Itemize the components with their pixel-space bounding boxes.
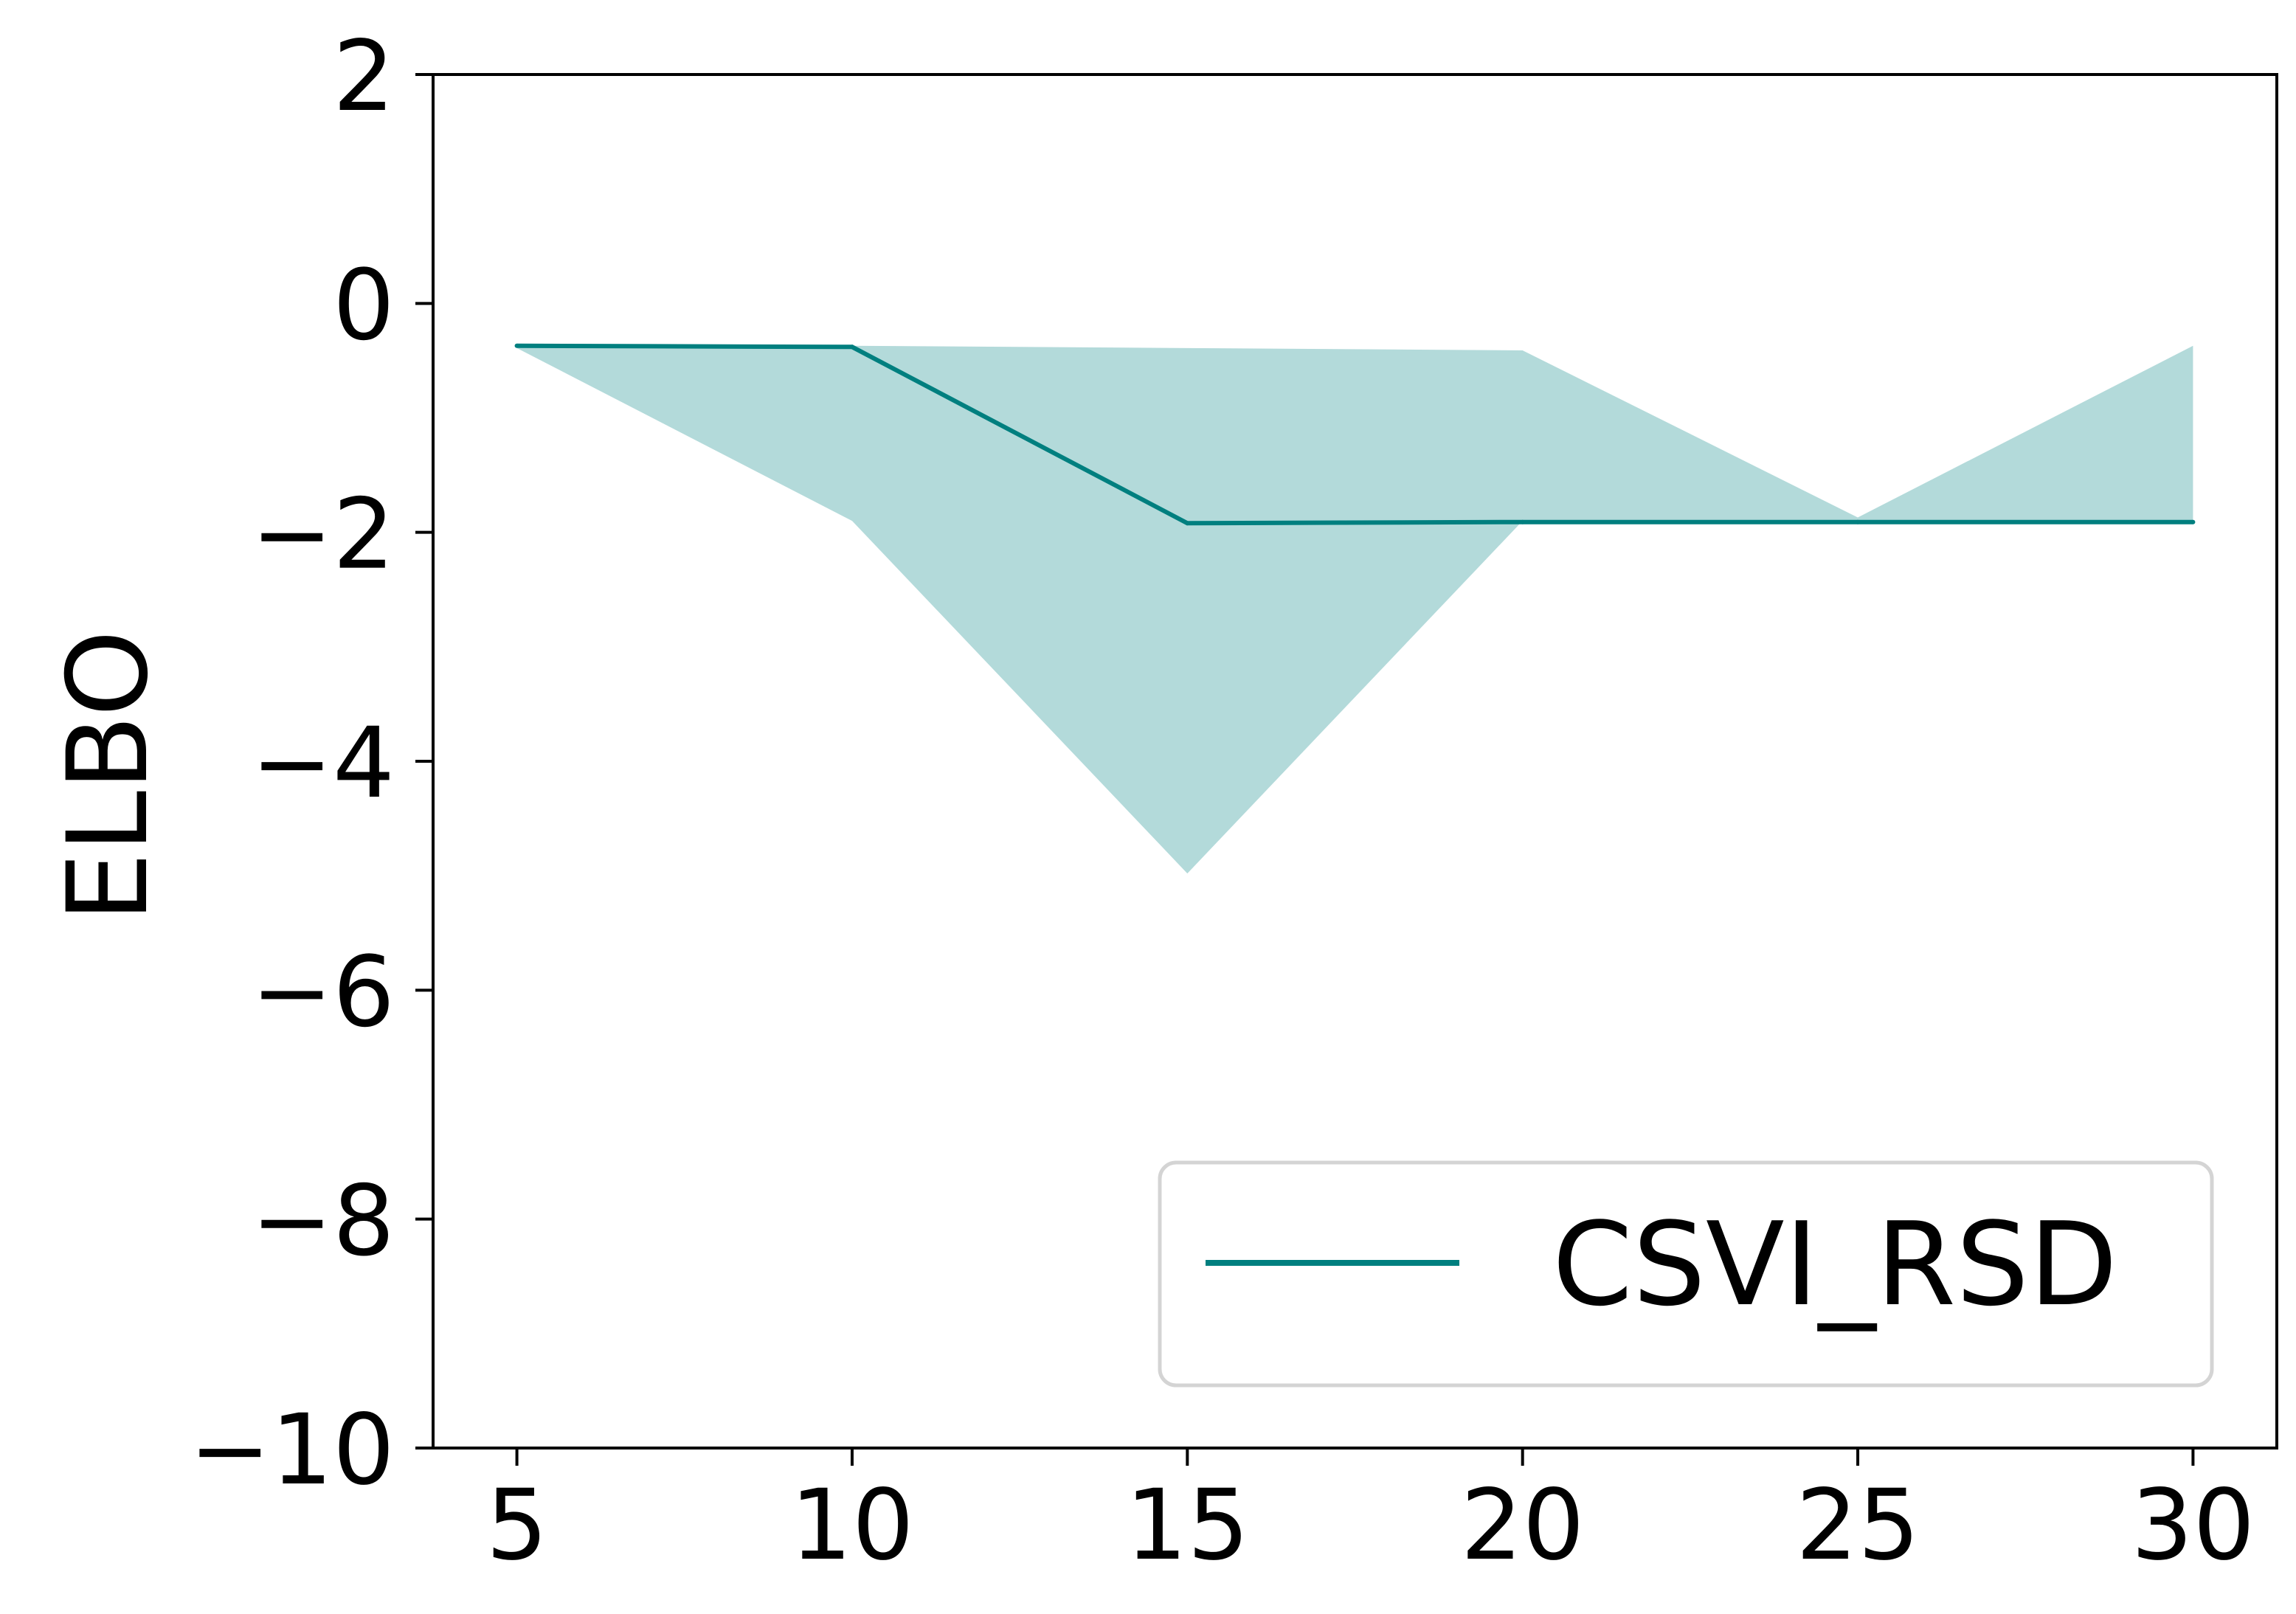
data-point (1185, 521, 1190, 526)
x-tick-label: 10 (790, 1469, 914, 1582)
y-tick-label: 2 (333, 20, 395, 134)
legend-label-csvi-rsd: CSVI_RSD (1552, 1197, 2117, 1331)
x-tick-label: 15 (1125, 1469, 1249, 1582)
y-tick-label: −2 (251, 478, 395, 592)
y-tick-label: 0 (333, 249, 395, 362)
y-axis-ticks: −10 −8 −6 −4 −2 0 2 (189, 20, 433, 1507)
y-tick-label: −10 (189, 1393, 395, 1507)
x-axis-ticks: 5 10 15 20 25 30 (486, 1448, 2255, 1582)
confidence-band-layer (516, 345, 2193, 874)
legend-frame (1158, 1160, 2214, 1388)
x-tick-label: 5 (486, 1469, 548, 1582)
y-tick-label: −4 (251, 707, 395, 820)
data-point (1520, 519, 1525, 524)
x-tick-label: 20 (1461, 1469, 1585, 1582)
series-line-layer (514, 343, 2196, 526)
legend: CSVI_RSD (1158, 1160, 2214, 1388)
data-point (514, 343, 519, 348)
y-axis-label: ELBO (44, 630, 173, 923)
data-point (849, 344, 854, 350)
series-line-csvi-rsd (516, 343, 2193, 526)
y-tick-label: −6 (251, 935, 395, 1049)
data-point (2190, 519, 2196, 524)
x-tick-label: 30 (2131, 1469, 2255, 1582)
confidence-band (516, 345, 2193, 874)
y-tick-label: −8 (251, 1165, 395, 1278)
data-point (1856, 519, 1861, 524)
x-tick-label: 25 (1796, 1469, 1920, 1582)
